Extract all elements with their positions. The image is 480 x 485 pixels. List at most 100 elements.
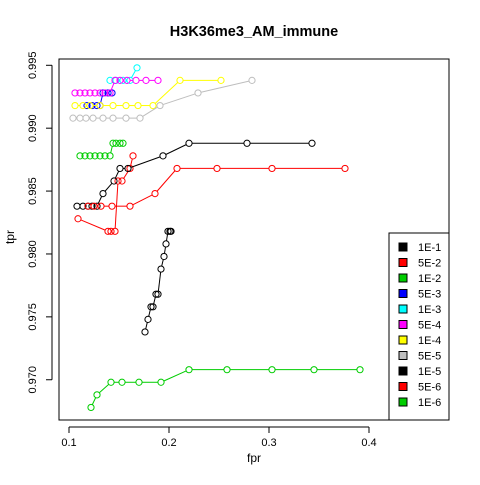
data-point — [213, 164, 221, 173]
x-tick-label: 0.1 — [61, 437, 76, 449]
data-point — [134, 101, 142, 110]
series-segment — [131, 70, 136, 78]
y-tick-label: 0.970 — [27, 366, 39, 394]
data-point — [162, 240, 170, 248]
data-point — [116, 164, 124, 173]
data-point — [123, 76, 131, 84]
legend-swatch — [398, 304, 408, 314]
data-point — [76, 152, 84, 160]
legend-swatch — [398, 242, 408, 252]
data-point — [101, 89, 109, 97]
data-point — [147, 303, 155, 311]
data-point — [144, 315, 152, 323]
data-point — [83, 101, 91, 110]
data-point — [129, 152, 137, 160]
data-point — [101, 152, 109, 160]
data-point — [107, 378, 115, 386]
axes: 0.1 0.2 0.3 0.4 0.970 0.975 0.980 0.985 0.990 0.9… — [27, 52, 377, 449]
data-point — [268, 366, 276, 374]
series-segment — [80, 219, 106, 231]
data-point — [151, 189, 159, 198]
data-point — [126, 164, 134, 173]
data-point — [79, 202, 87, 210]
data-point — [185, 139, 193, 147]
data-point — [154, 76, 162, 84]
legend-label: 1E-2 — [418, 273, 441, 285]
legend-label: 1E-3 — [418, 304, 441, 316]
data-point — [159, 152, 167, 160]
data-point — [185, 366, 193, 374]
x-tick-label: 0.2 — [161, 437, 176, 449]
data-point — [116, 139, 124, 147]
data-point — [356, 366, 364, 374]
y-tick-label: 0.995 — [27, 52, 39, 80]
legend-swatch — [398, 273, 408, 283]
series-1E-5 — [73, 139, 316, 210]
data-point — [157, 378, 165, 386]
data-point — [157, 265, 165, 273]
data-point — [268, 164, 276, 173]
data-point — [176, 76, 184, 84]
data-point — [89, 114, 97, 122]
series-1E-4 — [71, 76, 225, 110]
data-point — [97, 202, 105, 210]
data-point — [116, 76, 124, 84]
data-point — [111, 76, 119, 84]
data-point — [341, 164, 349, 173]
legend-swatch — [398, 366, 408, 376]
legend-label: 5E-2 — [418, 258, 441, 270]
series-segment — [98, 383, 110, 394]
data-point — [108, 202, 116, 210]
data-point — [104, 89, 112, 97]
series-segment — [154, 82, 179, 104]
data-point — [99, 114, 107, 122]
data-point — [87, 403, 95, 412]
series-segment — [110, 146, 113, 153]
data-point — [119, 76, 127, 84]
legend-label: 1E-1 — [418, 242, 441, 254]
data-point — [132, 76, 140, 84]
data-point — [106, 152, 114, 160]
legend: 1E-1 5E-2 1E-2 5E-3 1E-3 5E-4 1E-4 5E-5 1E-5 5E-6… — [388, 232, 450, 421]
data-point — [141, 328, 149, 336]
series-1E-1 — [141, 227, 175, 336]
series-segment — [100, 95, 103, 103]
data-point — [112, 139, 120, 147]
legend-label: 5E-5 — [418, 351, 441, 363]
series-segment — [130, 158, 133, 166]
series-segment — [153, 297, 156, 304]
data-point — [99, 189, 107, 198]
y-tick-label: 0.985 — [27, 177, 39, 205]
data-point — [82, 114, 90, 122]
data-point — [93, 391, 101, 399]
data-point — [308, 139, 316, 147]
data-point — [194, 89, 202, 97]
legend-label: 5E-6 — [418, 382, 441, 394]
data-point — [93, 202, 101, 210]
data-point — [167, 227, 175, 235]
x-tick-label: 0.3 — [261, 437, 276, 449]
series-segment — [104, 183, 113, 192]
series-1E-6 — [87, 366, 364, 412]
series-5E-5 — [69, 76, 256, 122]
data-point — [107, 227, 115, 235]
data-point — [118, 378, 126, 386]
y-tick-label: 0.980 — [27, 240, 39, 268]
data-point — [96, 89, 104, 97]
series-segment — [165, 234, 169, 241]
data-point — [142, 76, 150, 84]
data-point — [86, 89, 94, 97]
series-segment — [132, 194, 153, 206]
data-point — [86, 152, 94, 160]
data-point — [86, 101, 94, 110]
series-segment — [114, 171, 120, 179]
data-point — [133, 64, 141, 72]
legend-label: 1E-6 — [418, 397, 441, 409]
series-segment — [157, 272, 162, 292]
data-point — [124, 164, 132, 173]
series-segment — [162, 93, 196, 106]
data-point — [81, 152, 89, 160]
data-point — [243, 139, 251, 147]
